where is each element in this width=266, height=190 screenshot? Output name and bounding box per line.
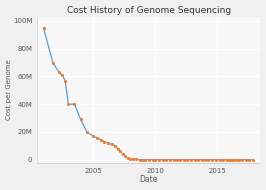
Point [175, 158, 180, 161]
Point [51, 61, 55, 64]
Point [172, 158, 176, 161]
Point [128, 157, 132, 160]
Y-axis label: Cost per Genome: Cost per Genome [6, 60, 11, 120]
Point [200, 158, 204, 161]
Point [237, 158, 242, 161]
Point [160, 158, 165, 161]
Point [66, 103, 70, 106]
Point [98, 138, 103, 141]
Point [206, 158, 210, 161]
Point [181, 158, 186, 161]
Point [235, 158, 239, 161]
Point [110, 143, 114, 146]
Point [189, 158, 193, 161]
Point [140, 158, 145, 161]
Point [210, 158, 214, 161]
Point [134, 158, 139, 161]
Point [78, 118, 83, 121]
Point [227, 158, 232, 161]
Point [72, 103, 77, 106]
Point [153, 158, 157, 161]
Point [91, 135, 95, 138]
X-axis label: Date: Date [140, 175, 158, 184]
Point [147, 158, 151, 161]
Point [63, 79, 67, 82]
Point [178, 158, 182, 161]
Point [217, 158, 222, 161]
Title: Cost History of Genome Sequencing: Cost History of Genome Sequencing [67, 6, 231, 15]
Point [126, 157, 130, 160]
Point [214, 158, 218, 161]
Point [57, 71, 61, 74]
Point [225, 158, 229, 161]
Point [95, 136, 99, 139]
Point [164, 158, 168, 161]
Point [202, 158, 207, 161]
Point [228, 158, 233, 161]
Point [106, 142, 110, 145]
Point [221, 158, 225, 161]
Point [116, 147, 120, 150]
Point [131, 158, 135, 161]
Point [243, 158, 248, 161]
Point [118, 150, 122, 153]
Point [168, 158, 172, 161]
Point [185, 158, 189, 161]
Point [85, 131, 89, 134]
Point [143, 158, 147, 161]
Point [113, 144, 118, 147]
Point [60, 74, 64, 77]
Point [157, 158, 161, 161]
Point [151, 158, 155, 161]
Point [121, 153, 125, 156]
Point [193, 158, 197, 161]
Point [102, 140, 106, 143]
Point [251, 158, 255, 161]
Point [196, 158, 201, 161]
Point [232, 158, 236, 161]
Point [240, 158, 244, 161]
Point [138, 158, 142, 161]
Point [230, 158, 234, 161]
Point [41, 26, 46, 29]
Point [247, 158, 251, 161]
Point [123, 155, 127, 158]
